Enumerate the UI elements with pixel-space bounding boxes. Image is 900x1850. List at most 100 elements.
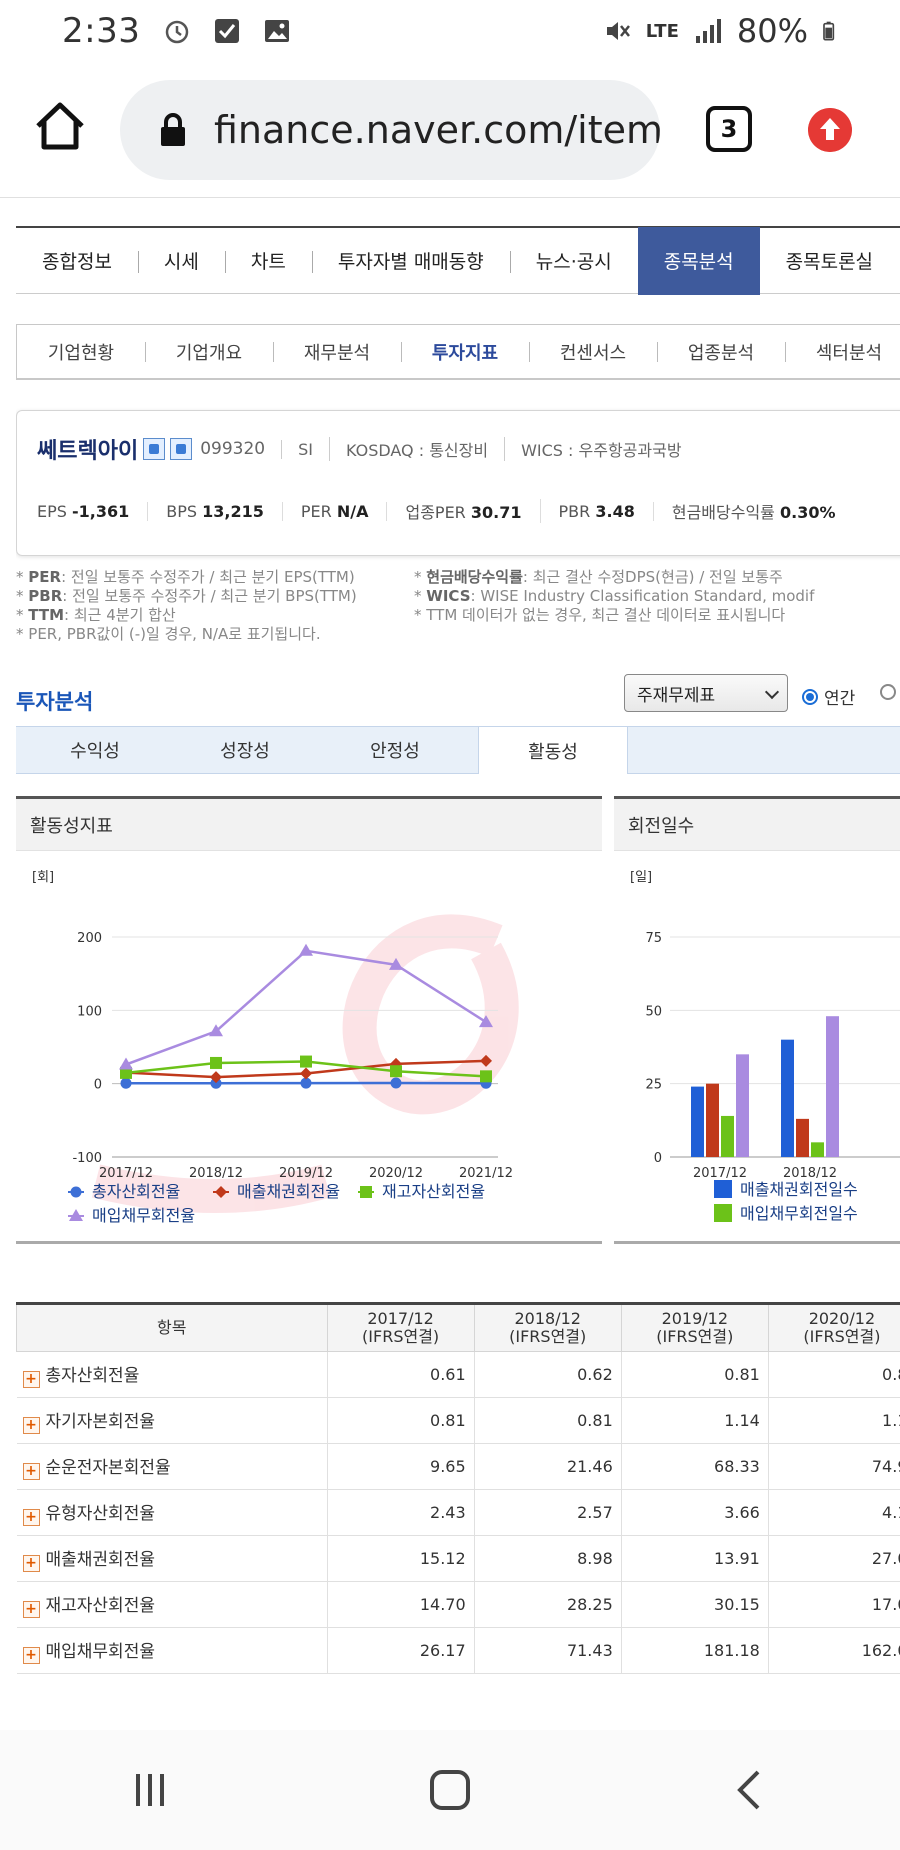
row-label[interactable]: + 매출채권회전율 — [16, 1535, 328, 1582]
expand-icon[interactable]: + — [22, 1647, 40, 1664]
page-content: 종합정보 시세 차트 투자자별 매매동향 뉴스·공시 종목분석 종목토론실 기업… — [16, 198, 900, 1730]
bar — [736, 1054, 749, 1157]
tab-investor-trend[interactable]: 투자자별 매매동향 — [311, 227, 510, 295]
series-triangle — [119, 943, 493, 1070]
expand-icon[interactable]: + — [22, 1509, 40, 1526]
table-cell: 71.43 — [473, 1627, 622, 1674]
subtab-company-status[interactable]: 기업현황 — [47, 342, 115, 364]
table-cell: 4.1 — [767, 1489, 900, 1536]
radio-quarterly[interactable] — [880, 684, 900, 700]
radio-unchecked-icon — [880, 684, 896, 700]
y-tick-labels: 75 50 25 0 — [645, 931, 662, 1166]
company-name[interactable]: 쎄트렉아이 — [37, 439, 139, 464]
expand-icon[interactable]: + — [22, 1601, 40, 1618]
radio-annual[interactable]: 연간 — [802, 684, 855, 709]
row-label[interactable]: + 유형자산회전율 — [16, 1489, 328, 1536]
statement-select-value: 주재무제표 — [637, 685, 716, 706]
address-bar[interactable]: finance.naver.com/item/ — [120, 80, 660, 180]
main-tabs: 종합정보 시세 차트 투자자별 매매동향 뉴스·공시 종목분석 종목토론실 — [16, 226, 900, 295]
tab-discussion[interactable]: 종목토론실 — [785, 251, 874, 273]
data-point — [390, 1065, 402, 1078]
tab-activity[interactable]: 활동성 — [478, 726, 628, 774]
legend-item: 매출채권회전율 — [213, 1182, 340, 1201]
y-tick-label: 25 — [645, 1078, 662, 1093]
tab-stability[interactable]: 안정성 — [370, 741, 420, 762]
tab-chart[interactable]: 차트 — [224, 227, 312, 295]
table-cell: 17.0 — [767, 1581, 900, 1628]
subtab-industry-analysis[interactable]: 업종분석 — [657, 324, 785, 380]
subtab-sector-analysis[interactable]: 섹터분석 — [785, 324, 900, 380]
legend-marker — [360, 1186, 372, 1198]
metric-per: PER N/A — [301, 501, 388, 521]
bar — [781, 1039, 794, 1157]
table-cell: 1.14 — [620, 1397, 769, 1444]
header-period: 2018/12 (IFRS연결) — [473, 1302, 622, 1352]
series-square — [120, 1055, 492, 1083]
status-icons — [162, 16, 292, 46]
signal-icon — [695, 19, 721, 43]
legend-marker — [215, 1186, 227, 1198]
back-icon[interactable] — [720, 1760, 780, 1820]
tab-summary[interactable]: 종합정보 — [42, 251, 112, 273]
expand-icon[interactable]: + — [22, 1371, 40, 1388]
expand-icon[interactable]: + — [22, 1417, 40, 1434]
data-point — [480, 1070, 492, 1083]
tab-stock-analysis[interactable]: 종목분석 — [637, 226, 760, 295]
header-period: 2020/12 (IFRS연결) — [767, 1302, 900, 1352]
note-dividend: * 현금배당수익률: 최근 결산 수정DPS(현금) / 전일 보통주 — [414, 568, 783, 586]
company-info-box: 쎄트렉아이 099320 SI KOSDAQ : 통신장비 WICS : 우주항… — [16, 410, 900, 556]
row-label[interactable]: + 총자산회전율 — [16, 1351, 328, 1398]
y-tick-label: 50 — [645, 1004, 662, 1019]
row-label[interactable]: + 자기자본회전율 — [16, 1397, 328, 1444]
x-tick-label: 2017/12 — [99, 1166, 153, 1181]
homepage-icon[interactable] — [143, 438, 166, 460]
subtab-financial-analysis[interactable]: 재무분석 — [273, 324, 401, 380]
table-cell: 2.43 — [326, 1489, 475, 1536]
statement-select[interactable]: 주재무제표 — [624, 674, 788, 712]
image-notification-icon — [265, 20, 290, 42]
table-cell: 2.57 — [473, 1489, 622, 1536]
table-cell: 21.46 — [473, 1443, 622, 1490]
data-point — [389, 957, 403, 970]
header-period: 2017/12 (IFRS연결) — [326, 1302, 475, 1352]
subtab-investment-index[interactable]: 투자지표 — [401, 324, 529, 380]
row-label[interactable]: + 매입채무회전율 — [16, 1627, 328, 1674]
row-label-text: 자기자본회전율 — [45, 1412, 155, 1432]
table-row: + 유형자산회전율 2.432.573.664.1 — [16, 1489, 900, 1536]
legend-item: 매출채권회전일수 — [714, 1180, 858, 1199]
tab-profitability[interactable]: 수익성 — [70, 741, 120, 762]
home-icon[interactable] — [32, 98, 88, 154]
x-tick-label: 2018/12 — [783, 1166, 837, 1181]
subtab-consensus[interactable]: 컨센서스 — [529, 324, 657, 380]
tab-switcher-button[interactable]: 3 — [706, 106, 752, 152]
turnover-days-bar-chart: [일] 75 50 25 0 2017/12 2018/12 매출채권회전일수매입채무회… — [630, 870, 900, 1223]
footnotes-left: * PER: 전일 보통주 수정주가 / 최근 분기 EPS(TTM) * PB… — [16, 568, 357, 644]
y-tick-label: 100 — [77, 1004, 102, 1019]
browser-toolbar: finance.naver.com/item/ 3 — [0, 62, 900, 198]
home-nav-icon[interactable] — [420, 1760, 480, 1820]
legend-swatch — [714, 1180, 732, 1198]
radio-annual-label: 연간 — [824, 689, 856, 709]
company-code: 099320 — [200, 439, 266, 459]
expand-icon[interactable]: + — [22, 1555, 40, 1572]
recent-apps-icon[interactable] — [120, 1760, 180, 1820]
activity-chart-title: 활동성지표 — [16, 799, 602, 851]
tab-price[interactable]: 시세 — [137, 227, 225, 295]
row-label-text: 매입채무회전율 — [45, 1642, 155, 1662]
note-na: * PER, PBR값이 (-)일 경우, N/A로 표기됩니다. — [16, 625, 321, 643]
row-label[interactable]: + 재고자산회전율 — [16, 1581, 328, 1628]
tab-count: 3 — [720, 115, 738, 143]
tab-news[interactable]: 뉴스·공시 — [509, 227, 638, 295]
table-cell: 1.1 — [767, 1397, 900, 1444]
row-label[interactable]: + 순운전자본회전율 — [16, 1443, 328, 1490]
series-line — [125, 949, 487, 1066]
update-icon[interactable] — [808, 108, 852, 152]
subtab-company-overview[interactable]: 기업개요 — [145, 324, 273, 380]
sub-tabs: 기업현황 기업개요 재무분석 투자지표 컨센서스 업종분석 섹터분석 — [16, 324, 900, 380]
tab-growth[interactable]: 성장성 — [220, 741, 270, 762]
ir-phone-icon[interactable] — [170, 438, 193, 460]
table-cell: 181.18 — [620, 1627, 769, 1674]
expand-icon[interactable]: + — [22, 1463, 40, 1480]
legend-label: 매출채권회전율 — [237, 1182, 340, 1201]
